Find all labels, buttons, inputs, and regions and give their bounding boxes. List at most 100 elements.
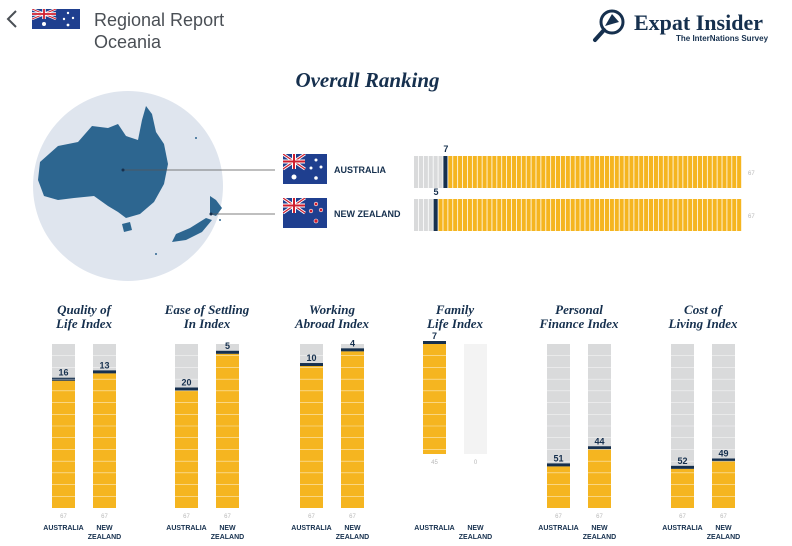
overall-segment	[653, 199, 658, 231]
overall-segment	[443, 156, 448, 188]
index-bar-fill	[671, 468, 694, 508]
overall-segment	[619, 199, 624, 231]
index-bar-marker	[712, 458, 735, 462]
overall-rank-label: 5	[434, 187, 439, 197]
index-bar-marker	[216, 350, 239, 354]
overall-segment	[604, 199, 610, 231]
new-zealand-shape	[172, 196, 222, 242]
overall-segment	[727, 156, 732, 188]
overall-segment	[438, 199, 443, 231]
overall-segment	[717, 199, 722, 231]
overall-segment	[644, 199, 649, 231]
overall-segment	[433, 156, 438, 188]
index-total-label: 67	[308, 514, 315, 520]
index-title-line1: Quality of	[57, 302, 112, 317]
index-title-line2: In Index	[183, 316, 231, 331]
index-bar-marker	[341, 348, 364, 352]
index-title-line2: Life Index	[426, 316, 483, 331]
overall-segment	[614, 156, 619, 188]
index-country-label: AUSTRALIA	[538, 525, 578, 532]
overall-segment	[546, 156, 551, 188]
overall-segment	[462, 156, 468, 188]
overall-segment	[502, 156, 507, 188]
index-title-line1: Cost of	[684, 302, 724, 317]
overall-segment	[565, 156, 570, 188]
overall-segment	[448, 156, 453, 188]
index-title-line1: Personal	[555, 302, 603, 317]
overall-segment	[688, 156, 693, 188]
overall-segment	[560, 199, 565, 231]
overall-segment	[555, 156, 561, 188]
overall-segment	[644, 156, 649, 188]
overall-segment	[433, 199, 438, 231]
index-value-label: 13	[99, 360, 109, 370]
index-total-label: 67	[60, 514, 67, 520]
overall-segment	[526, 156, 531, 188]
index-country-label: ZEALAND	[707, 534, 740, 541]
overall-segment	[648, 199, 654, 231]
index-bar-fill	[52, 380, 75, 508]
overall-segment	[526, 199, 531, 231]
overall-segment	[414, 156, 419, 188]
index-bar-marker	[671, 465, 694, 469]
index-value-label: 49	[718, 448, 728, 458]
index-country-label: ZEALAND	[88, 534, 121, 541]
overall-segment	[428, 156, 433, 188]
index-bar-fill	[93, 373, 116, 508]
overall-segment	[614, 199, 619, 231]
overall-segment	[541, 199, 546, 231]
overall-segment	[629, 156, 634, 188]
overall-segment	[712, 156, 717, 188]
index-title-line1: Family	[435, 302, 475, 317]
index-value-label: 16	[58, 368, 68, 378]
back-chevron-icon[interactable]	[4, 8, 20, 30]
overall-segment	[536, 156, 541, 188]
overall-segment	[531, 156, 536, 188]
australia-shape	[38, 106, 168, 218]
index-country-label: NEW	[344, 525, 361, 532]
index-total-label: 67	[224, 514, 231, 520]
overall-segment	[448, 199, 453, 231]
overall-segment	[438, 156, 443, 188]
overall-segment	[414, 199, 419, 231]
index-title-line1: Ease of Settling	[164, 302, 250, 317]
overall-segment	[423, 199, 428, 231]
index-bar-fill	[216, 353, 239, 508]
overall-segment	[658, 156, 663, 188]
index-bar-fill	[300, 366, 323, 508]
overall-segment	[673, 199, 678, 231]
overall-segment	[668, 156, 673, 188]
index-bar-fill	[341, 351, 364, 508]
report-title: Regional Report Oceania	[94, 9, 224, 53]
overall-segment	[575, 156, 580, 188]
overall-segment	[453, 156, 458, 188]
overall-segment	[560, 156, 565, 188]
overall-segment	[609, 199, 614, 231]
overall-segment	[477, 199, 482, 231]
overall-total-label: 67	[748, 171, 755, 177]
index-value-label: 5	[225, 341, 230, 351]
overall-segment	[712, 199, 717, 231]
australia-flag-icon	[32, 9, 80, 29]
overall-segment	[580, 199, 585, 231]
overall-segment	[497, 156, 502, 188]
overall-segment	[732, 156, 737, 188]
overall-segment	[585, 156, 590, 188]
tasmania-shape	[122, 222, 132, 232]
overall-total-label: 67	[748, 214, 755, 220]
overall-segment	[639, 156, 644, 188]
overall-segment	[668, 199, 673, 231]
overall-segment	[697, 199, 703, 231]
logo-subtitle: The InterNations Survey	[676, 34, 769, 43]
index-value-label: 20	[181, 378, 191, 388]
overall-segment	[693, 199, 698, 231]
index-title-line2: Abroad Index	[294, 316, 370, 331]
overall-segment	[658, 199, 663, 231]
overall-segment	[634, 199, 639, 231]
index-bar-marker	[300, 363, 323, 367]
overall-segment	[595, 199, 600, 231]
overall-segment	[624, 156, 629, 188]
overall-segment	[717, 156, 722, 188]
overall-segment	[487, 156, 492, 188]
index-country-label: ZEALAND	[336, 534, 369, 541]
